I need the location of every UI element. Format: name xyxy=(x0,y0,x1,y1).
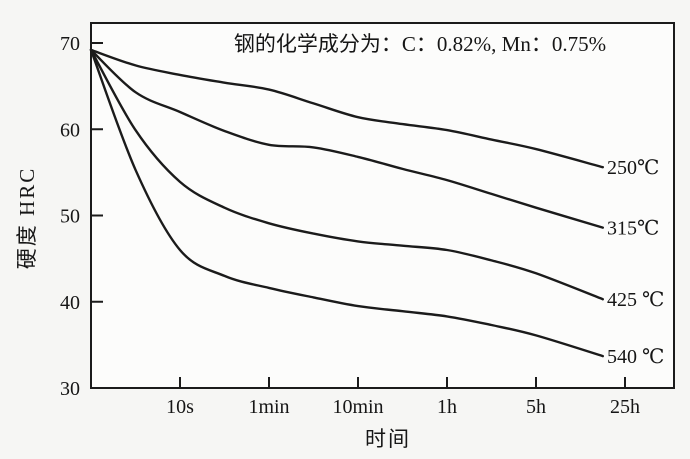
series-labels-group: 250℃ 315℃ 425 ℃ 540 ℃ xyxy=(607,157,664,368)
y-tick-label: 60 xyxy=(60,119,80,141)
y-tick-label: 50 xyxy=(60,206,80,228)
x-tick-label: 10s xyxy=(166,396,194,418)
curve-425c xyxy=(89,48,604,301)
x-tick-label: 1min xyxy=(248,396,289,418)
plot-border xyxy=(90,22,675,389)
x-tick-label: 1h xyxy=(437,396,457,418)
y-axis-ticks: 70 60 50 40 30 xyxy=(60,33,103,400)
series-label-425c: 425 ℃ xyxy=(607,289,664,311)
series-label-250c: 250℃ xyxy=(607,157,659,179)
x-axis-ticks: 10s 1min 10min 1h 5h 25h xyxy=(166,377,640,418)
y-tick-label: 40 xyxy=(60,292,80,314)
curve-315c xyxy=(89,48,604,229)
y-tick-label: 70 xyxy=(60,33,80,55)
x-tick-label: 10min xyxy=(332,396,383,418)
chart-title: 钢的化学成分为：C：0.82%, Mn：0.75% xyxy=(234,32,606,56)
curves-group xyxy=(89,48,604,358)
y-axis-label: 硬度 HRC xyxy=(15,167,39,269)
series-label-315c: 315℃ xyxy=(607,218,659,240)
x-axis-label: 时间 xyxy=(365,427,411,451)
x-tick-label: 5h xyxy=(526,396,546,418)
curve-540c xyxy=(89,48,604,358)
series-label-540c: 540 ℃ xyxy=(607,346,664,368)
curve-250c xyxy=(89,48,604,169)
y-tick-label: 30 xyxy=(60,378,80,400)
x-tick-label: 25h xyxy=(610,396,640,418)
